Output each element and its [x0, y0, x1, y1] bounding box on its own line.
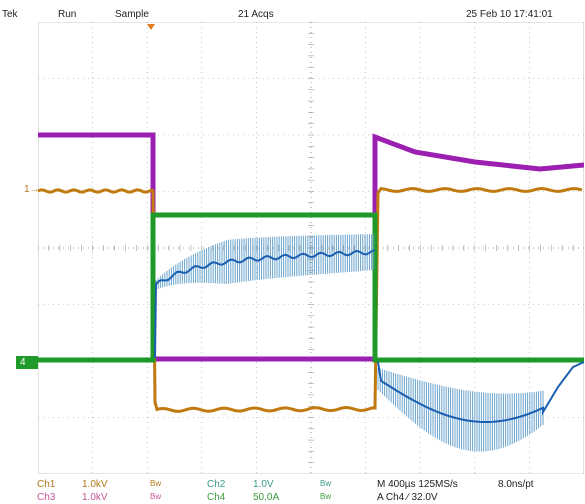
ch3-scale: 1.0kV — [82, 492, 108, 503]
ch2-center-line — [154, 249, 376, 359]
datetime: 25 Feb 10 17:41:01 — [466, 9, 553, 20]
ch1-trace — [38, 187, 583, 413]
acquisition-mode: Sample — [115, 9, 149, 20]
ch2-label: Ch2 — [207, 479, 226, 490]
resolution-readout: 8.0ns/pt — [498, 479, 534, 490]
ch1-bw: Bw — [150, 479, 162, 488]
ch2-trace — [154, 234, 584, 452]
brand-label: Tek — [2, 9, 18, 20]
ch4-marker: 4 — [16, 356, 38, 369]
status-bar: Tek Run Sample 21 Acqs 25 Feb 10 17:41:0… — [0, 0, 585, 22]
graticule — [38, 22, 584, 474]
ch4-marker-label: 4 — [20, 357, 26, 368]
ch2-bw: Bw — [320, 479, 332, 488]
ch1-label: Ch1 — [37, 479, 56, 490]
ch4-trace — [38, 212, 584, 363]
acquisition-count: 21 Acqs — [238, 9, 274, 20]
ch3-bw: Bw — [150, 492, 162, 501]
ch2-center-line — [377, 361, 584, 423]
waveform-display — [38, 22, 584, 474]
ch1-marker-label: 1 — [24, 184, 30, 195]
ch4-bw: Bw — [320, 492, 332, 501]
ch4-scale: 50.0A — [253, 492, 280, 503]
ch3-label: Ch3 — [37, 492, 56, 503]
trigger-position-icon — [147, 24, 155, 30]
timebase-readout: M 400µs 125MS/s — [377, 479, 458, 490]
ch2-scale: 1.0V — [253, 479, 274, 490]
ch1-marker: 1→ — [24, 184, 40, 195]
run-state: Run — [58, 9, 77, 20]
ch1-scale: 1.0kV — [82, 479, 108, 490]
ch4-label: Ch4 — [207, 492, 226, 503]
trigger-readout: A Ch4 ⁄ 32.0V — [377, 492, 438, 503]
waveform-traces — [38, 132, 584, 452]
